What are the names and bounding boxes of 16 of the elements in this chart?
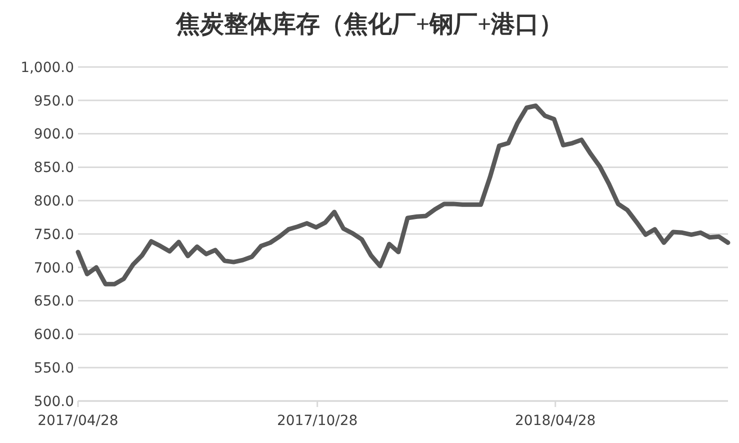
y-tick-label: 700.0 xyxy=(34,260,74,276)
x-tick-label: 2017/10/28 xyxy=(276,413,358,429)
y-tick-label: 1,000.0 xyxy=(20,60,74,76)
chart-title: 焦炭整体库存（焦化厂+钢厂+港口） xyxy=(174,11,564,38)
y-tick-label: 650.0 xyxy=(34,294,74,310)
y-tick-label: 850.0 xyxy=(34,160,74,176)
x-tick-label: 2017/04/28 xyxy=(38,413,118,429)
y-tick-label: 900.0 xyxy=(34,126,74,143)
y-tick-label: 750.0 xyxy=(34,226,74,243)
line-series xyxy=(76,103,730,286)
y-tick-label: 600.0 xyxy=(34,327,74,344)
y-tick-label: 950.0 xyxy=(34,93,74,110)
x-tick-label: 2018/04/28 xyxy=(515,413,596,429)
y-tick-label: 500.0 xyxy=(34,394,74,410)
y-tick-label: 800.0 xyxy=(34,194,74,210)
y-tick-label: 550.0 xyxy=(34,360,74,376)
